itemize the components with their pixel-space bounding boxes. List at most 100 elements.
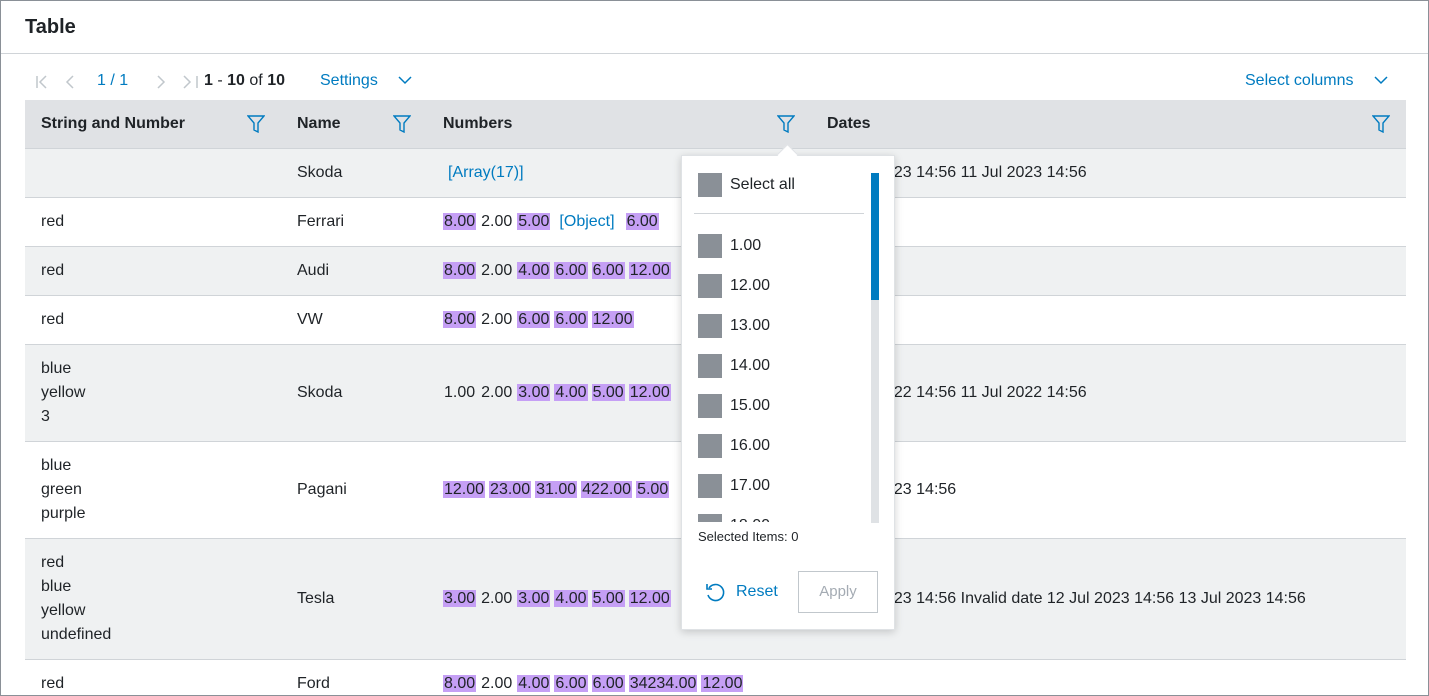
checkbox[interactable]	[698, 353, 722, 378]
first-prev-buttons[interactable]	[35, 75, 89, 89]
number-chip: 2.00	[481, 675, 513, 692]
filter-item[interactable]: 18.00	[698, 506, 868, 522]
string-value: red	[41, 262, 65, 279]
cell-dates: 022 14:56 11 Jul 2022 14:56	[811, 344, 1406, 442]
filter-item-label[interactable]: 17.00	[730, 477, 771, 494]
checkbox[interactable]	[698, 433, 722, 458]
number-chip: 8.00	[443, 262, 477, 279]
chevron	[1374, 76, 1388, 85]
header-row: String and Number Name Numbers Dates	[25, 100, 1406, 149]
filter-icon[interactable]	[777, 115, 795, 133]
filter-list: 1.00 12.00 13.00 14.00 15.00 16.00 17.00 18.00	[698, 226, 868, 522]
filter-item-label[interactable]: 16.00	[730, 437, 771, 454]
filter-icon[interactable]	[247, 115, 265, 133]
number-chip[interactable]: [Object]	[559, 213, 615, 230]
number-chip: 6.00	[554, 262, 588, 279]
name: Skoda	[297, 164, 343, 181]
next-last-buttons[interactable]	[155, 75, 199, 89]
number-chip: 8.00	[443, 675, 477, 692]
reset-label[interactable]: Reset	[736, 583, 778, 600]
name: Audi	[297, 262, 330, 279]
column-header[interactable]: String and Number	[25, 100, 281, 149]
cell-dates	[811, 295, 1406, 345]
column-title[interactable]: Name	[297, 115, 341, 132]
table-row: red Ford 8.00 2.00 4.00 6.00 6.00 34234.00 12.00	[25, 659, 1406, 695]
cell-numbers: 8.00 2.00 4.00 6.00 6.00 34234.00 12.00	[427, 659, 811, 695]
number-chip: 12.00	[701, 675, 744, 692]
filter-item[interactable]: 15.00	[698, 386, 868, 426]
checkbox[interactable]	[698, 173, 722, 197]
checkbox[interactable]	[698, 233, 722, 258]
cell-strings: red	[25, 197, 281, 247]
string-value: purple	[41, 505, 86, 522]
settings[interactable]: Settings	[320, 71, 412, 91]
filter-item-label[interactable]: 18.00	[730, 517, 770, 522]
filter-item[interactable]: 17.00	[698, 466, 868, 506]
scrollbar-track	[871, 173, 879, 523]
filter-item[interactable]: 12.00	[698, 266, 868, 306]
filter-item[interactable]: 14.00	[698, 346, 868, 386]
cell-name: Audi	[281, 246, 427, 296]
number-chip: 5.00	[591, 590, 625, 607]
checkbox[interactable]	[698, 313, 722, 338]
column-header[interactable]: Numbers	[427, 100, 811, 149]
number-chip: 4.00	[517, 262, 551, 279]
string-value: 3	[41, 408, 50, 425]
page-indicator: 1 / 1	[97, 72, 129, 89]
reset-button[interactable]: Reset	[704, 581, 778, 603]
number-chip: 6.00	[554, 675, 588, 692]
cell-name: Ferrari	[281, 197, 427, 247]
range: 1 - 10 of 10	[204, 71, 285, 91]
checkbox[interactable]	[698, 513, 722, 522]
checkbox[interactable]	[698, 273, 722, 298]
select-all-label[interactable]: Select all	[730, 176, 795, 194]
number-chip: 3.00	[517, 590, 551, 607]
column-header[interactable]: Dates	[811, 100, 1406, 149]
filter-icon[interactable]	[393, 115, 411, 133]
number-chip: 12.00	[591, 311, 634, 328]
number-chip[interactable]: [Array(17)]	[448, 164, 524, 181]
cell-strings: red	[25, 659, 281, 695]
cell-name: Tesla	[281, 538, 427, 660]
column-title[interactable]: Dates	[827, 115, 871, 132]
filter-item-label[interactable]: 15.00	[730, 397, 771, 414]
separator	[694, 213, 864, 214]
filter-item-label[interactable]: 12.00	[730, 277, 771, 294]
filter-item-label[interactable]: 14.00	[730, 357, 771, 374]
title: Table	[25, 16, 76, 38]
filter-item[interactable]: 1.00	[698, 226, 868, 266]
column-title[interactable]: String and Number	[41, 115, 186, 132]
filter-item-label[interactable]: 1.00	[730, 237, 762, 254]
string-value: blue	[41, 578, 72, 595]
number-chip: 4.00	[554, 590, 588, 607]
number-chip: 12.00	[628, 384, 671, 401]
number-chip: 6.00	[591, 262, 625, 279]
filter-item[interactable]: 16.00	[698, 426, 868, 466]
select-all[interactable]: Select all	[698, 173, 795, 197]
cell-dates	[811, 197, 1406, 247]
string-value: blue	[41, 360, 72, 377]
number-chip: 2.00	[481, 262, 513, 279]
filter-icon[interactable]	[1372, 115, 1390, 133]
scrollbar-thumb[interactable]	[871, 173, 879, 300]
column-header[interactable]: Name	[281, 100, 427, 149]
filter-item-label[interactable]: 13.00	[730, 317, 771, 334]
dates: 023 14:56 Invalid date 12 Jul 2023 14:56…	[885, 590, 1306, 607]
dates: 023 14:56	[885, 481, 957, 498]
column-title[interactable]: Numbers	[443, 115, 513, 132]
select-columns[interactable]: Select columns	[1245, 71, 1388, 91]
string-value: undefined	[41, 626, 112, 643]
number-chip: 8.00	[443, 213, 477, 230]
name: Tesla	[297, 590, 335, 607]
filter-item[interactable]: 13.00	[698, 306, 868, 346]
settings-label[interactable]: Settings	[320, 72, 378, 89]
apply-button[interactable]: Apply	[798, 571, 878, 613]
checkbox[interactable]	[698, 393, 722, 418]
cell-name: VW	[281, 295, 427, 345]
select-columns-label[interactable]: Select columns	[1245, 72, 1354, 89]
checkbox[interactable]	[698, 473, 722, 498]
dates: 023 14:56 11 Jul 2023 14:56	[885, 164, 1087, 181]
number-chip: 4.00	[517, 675, 551, 692]
number-chip: 6.00	[591, 675, 625, 692]
